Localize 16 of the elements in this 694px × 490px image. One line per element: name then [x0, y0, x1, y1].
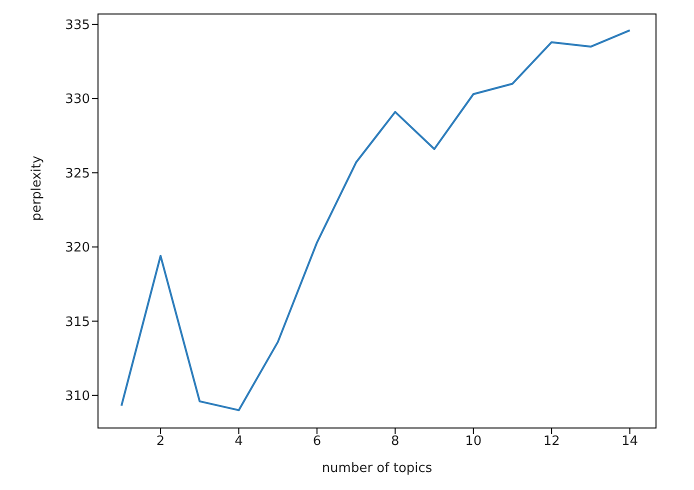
x-tick-label: 4	[234, 434, 243, 450]
x-tick-label: 14	[622, 434, 638, 450]
x-tick-label: 8	[391, 434, 400, 450]
y-tick-label: 315	[65, 314, 90, 330]
y-tick-label: 330	[65, 92, 90, 108]
x-tick-label: 6	[312, 434, 322, 450]
y-tick-label: 320	[65, 240, 90, 256]
y-tick-label: 310	[65, 388, 90, 404]
line-series	[120, 29, 631, 412]
y-tick-label: 335	[65, 18, 90, 33]
x-tick-label: 2	[156, 434, 165, 450]
y-axis-title: perplexity	[30, 155, 45, 221]
x-tick-label: 10	[465, 434, 482, 450]
x-axis-title: number of topics	[322, 461, 432, 476]
y-tick-label: 325	[65, 166, 90, 182]
x-tick-label: 12	[543, 434, 560, 450]
